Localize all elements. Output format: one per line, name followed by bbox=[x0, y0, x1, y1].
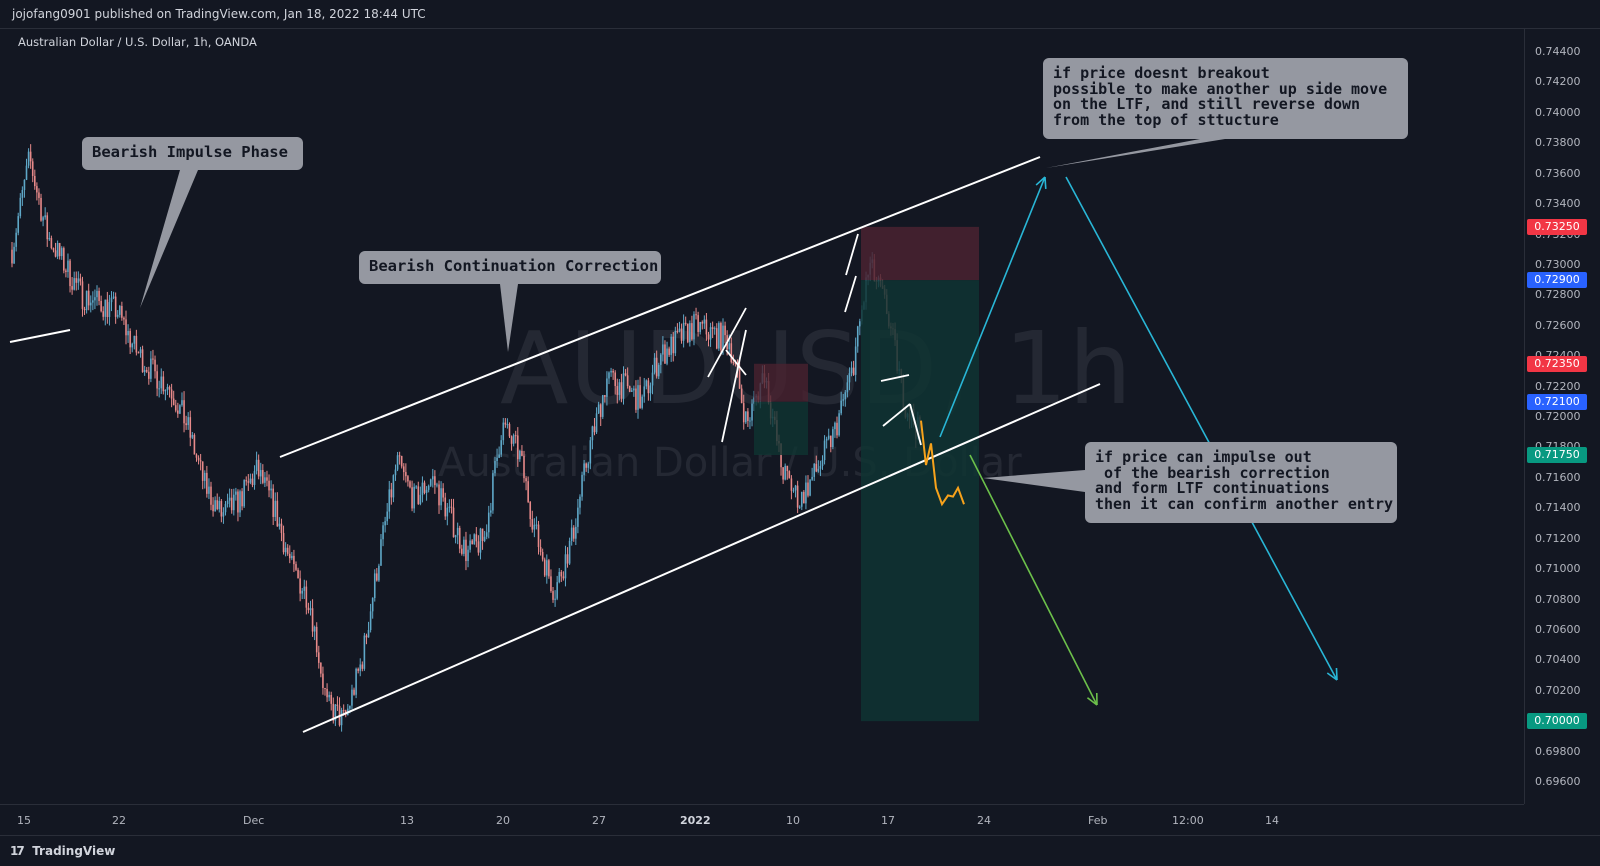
price-tick-label: 0.72800 bbox=[1535, 288, 1581, 301]
channel-lower-line bbox=[303, 384, 1100, 732]
time-tick-label: Feb bbox=[1088, 814, 1107, 827]
time-tick-label: 20 bbox=[496, 814, 510, 827]
time-tick-label: 22 bbox=[112, 814, 126, 827]
price-tick-label: 0.73400 bbox=[1535, 197, 1581, 210]
price-badge: 0.72900 bbox=[1527, 272, 1587, 288]
price-badge: 0.72100 bbox=[1527, 394, 1587, 410]
time-tick-label: 15 bbox=[17, 814, 31, 827]
tradingview-logo[interactable]: 17 TradingView bbox=[10, 844, 115, 858]
time-tick-label: 2022 bbox=[680, 814, 711, 827]
price-tick-label: 0.71000 bbox=[1535, 562, 1581, 575]
price-tick-label: 0.72000 bbox=[1535, 410, 1581, 423]
tradingview-icon: 17 bbox=[10, 844, 28, 858]
price-badge: 0.70000 bbox=[1527, 713, 1587, 729]
callout-bearish-correction[interactable]: Bearish Continuation Correction bbox=[359, 251, 661, 284]
price-tick-label: 0.73600 bbox=[1535, 167, 1581, 180]
trend-line-left bbox=[10, 330, 70, 342]
time-tick-label: 27 bbox=[592, 814, 606, 827]
price-tick-label: 0.70800 bbox=[1535, 593, 1581, 606]
callout-pointer bbox=[140, 170, 198, 308]
price-tick-label: 0.74000 bbox=[1535, 106, 1581, 119]
price-badge: 0.71750 bbox=[1527, 447, 1587, 463]
callout-no-breakout[interactable]: if price doesnt breakout possible to mak… bbox=[1043, 58, 1408, 139]
take-profit-zone bbox=[861, 280, 979, 721]
price-tick-label: 0.70200 bbox=[1535, 684, 1581, 697]
price-tick-label: 0.72200 bbox=[1535, 380, 1581, 393]
price-badge: 0.72350 bbox=[1527, 356, 1587, 372]
pattern-line bbox=[846, 234, 858, 275]
price-tick-label: 0.70400 bbox=[1535, 653, 1581, 666]
arrow-down-blue bbox=[1066, 177, 1337, 680]
price-tick-label: 0.71400 bbox=[1535, 501, 1581, 514]
callout-impulse-out[interactable]: if price can impulse out of the bearish … bbox=[1085, 442, 1397, 523]
brand-name: TradingView bbox=[32, 844, 115, 858]
arrow-down-green bbox=[970, 455, 1097, 705]
time-tick-label: 24 bbox=[977, 814, 991, 827]
price-tick-label: 0.72600 bbox=[1535, 319, 1581, 332]
price-tick-label: 0.71600 bbox=[1535, 471, 1581, 484]
price-tick-label: 0.70600 bbox=[1535, 623, 1581, 636]
price-tick-label: 0.73800 bbox=[1535, 136, 1581, 149]
time-tick-label: 14 bbox=[1265, 814, 1279, 827]
stop-loss-zone bbox=[861, 227, 979, 280]
pattern-line bbox=[726, 350, 746, 375]
price-tick-label: 0.74200 bbox=[1535, 75, 1581, 88]
time-tick-label: 12:00 bbox=[1172, 814, 1204, 827]
price-tick-label: 0.69800 bbox=[1535, 745, 1581, 758]
pattern-line bbox=[845, 276, 856, 312]
callout-line: then it can confirm another entry bbox=[1095, 497, 1393, 513]
price-tick-label: 0.73000 bbox=[1535, 258, 1581, 271]
callout-line: from the top of sttucture bbox=[1053, 113, 1387, 129]
callout-pointer bbox=[983, 470, 1085, 492]
time-tick-label: 13 bbox=[400, 814, 414, 827]
time-tick-label: 10 bbox=[786, 814, 800, 827]
callout-pointer bbox=[1046, 139, 1225, 168]
time-tick-label: 17 bbox=[881, 814, 895, 827]
callout-line: Bearish Continuation Correction bbox=[369, 257, 658, 275]
callout-line: Bearish Impulse Phase bbox=[92, 143, 288, 161]
previous-stop-zone bbox=[754, 364, 808, 402]
callout-bearish-impulse[interactable]: Bearish Impulse Phase bbox=[82, 137, 303, 170]
symbol-title[interactable]: Australian Dollar / U.S. Dollar, 1h, OAN… bbox=[18, 35, 257, 49]
callout-pointer bbox=[500, 284, 518, 352]
time-tick-label: Dec bbox=[243, 814, 264, 827]
time-axis[interactable] bbox=[0, 804, 1524, 835]
price-tick-label: 0.69600 bbox=[1535, 775, 1581, 788]
price-tick-label: 0.74400 bbox=[1535, 45, 1581, 58]
footer: 17 TradingView bbox=[0, 835, 1600, 866]
previous-target-zone bbox=[754, 402, 808, 455]
price-badge: 0.73250 bbox=[1527, 219, 1587, 235]
price-tick-label: 0.71200 bbox=[1535, 532, 1581, 545]
